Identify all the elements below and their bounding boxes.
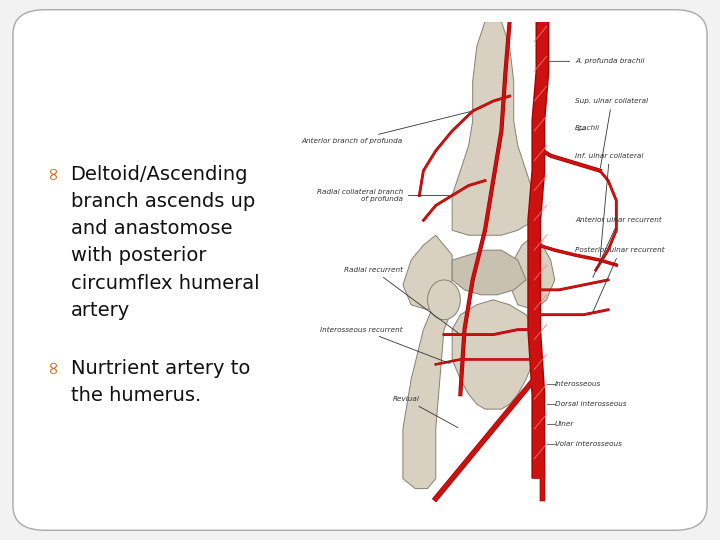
Text: Inf. ulnar collateral: Inf. ulnar collateral [575,153,644,257]
Text: Radial recurrent: Radial recurrent [344,267,458,333]
Text: Anterior ulnar recurrent: Anterior ulnar recurrent [575,217,662,278]
Polygon shape [403,235,452,310]
Polygon shape [510,235,554,310]
Text: Volar interosseous: Volar interosseous [554,441,621,447]
Polygon shape [452,300,534,409]
Text: Reviual: Reviual [392,396,458,428]
Text: Deltoid/Ascending
branch ascends up
and anastomose
with posterior
circumflex hum: Deltoid/Ascending branch ascends up and … [71,165,259,320]
Text: ∞: ∞ [43,165,61,180]
Polygon shape [403,310,452,489]
Text: Nurtrient artery to
the humerus.: Nurtrient artery to the humerus. [71,359,250,406]
Polygon shape [452,22,534,235]
Text: Ulner: Ulner [554,421,574,427]
Polygon shape [452,250,526,295]
Text: ∞: ∞ [43,359,61,374]
Text: Interosseous: Interosseous [554,381,601,387]
Text: Dorsal interosseous: Dorsal interosseous [554,401,626,407]
Text: Brachii: Brachii [575,125,600,131]
Text: Anterior branch of profunda: Anterior branch of profunda [302,112,470,144]
Text: Interosseous recurrent: Interosseous recurrent [320,327,449,363]
Text: A. profunda brachii: A. profunda brachii [549,58,645,64]
Circle shape [428,280,460,320]
Text: Radial collateral branch
of profunda: Radial collateral branch of profunda [317,189,449,202]
FancyBboxPatch shape [13,10,707,530]
Text: Posterior ulnar recurrent: Posterior ulnar recurrent [575,247,665,312]
Text: Sup. ulnar collateral: Sup. ulnar collateral [575,98,649,168]
